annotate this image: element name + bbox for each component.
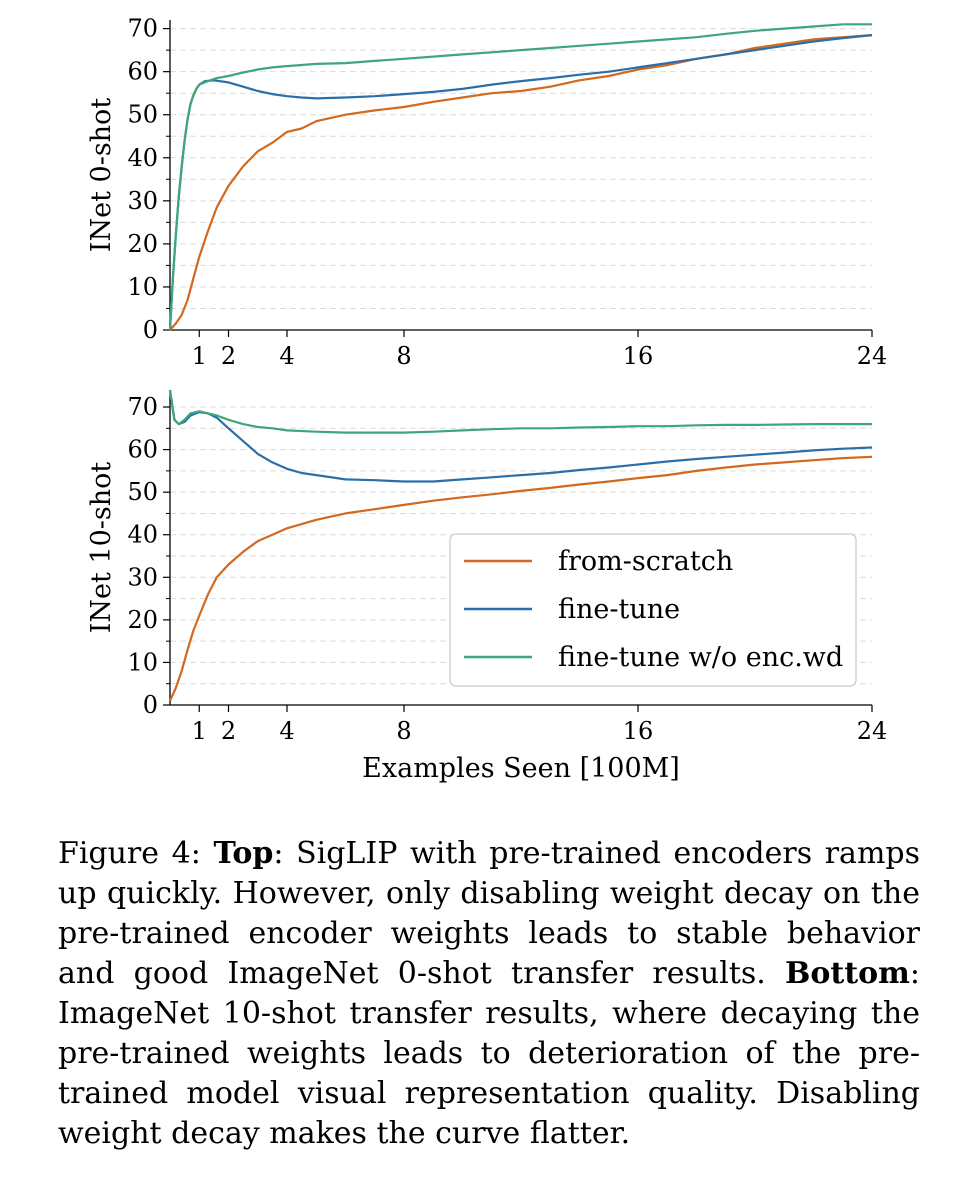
caption-top-text: : SigLIP with pre-trained encoders ramps… — [58, 836, 920, 991]
bottom-xtick-label: 1 — [192, 717, 207, 745]
top-ytick-label: 70 — [127, 15, 158, 43]
bottom-series-fine-tune-w-o-enc-wd — [168, 389, 872, 434]
top-xtick-label: 1 — [192, 342, 207, 370]
bottom-xtick-label: 24 — [857, 717, 888, 745]
caption-bottom-text: : ImageNet 10-shot transfer results, whe… — [58, 956, 920, 1151]
top-ytick-label: 30 — [127, 187, 158, 215]
bottom-ytick-label: 20 — [127, 606, 158, 634]
top-series-fine-tune-w-o-enc-wd — [168, 23, 872, 331]
bottom-xtick-label: 2 — [221, 717, 236, 745]
legend-box — [449, 533, 857, 687]
bottom-ytick-label: 30 — [127, 563, 158, 591]
top-xtick-label: 4 — [279, 342, 294, 370]
bottom-xtick-label: 8 — [396, 717, 411, 745]
top-xtick-label: 16 — [623, 342, 654, 370]
top-ytick-label: 20 — [127, 230, 158, 258]
caption-top-bold: Top — [213, 836, 274, 871]
top-ytick-label: 40 — [127, 144, 158, 172]
bottom-series-from-scratch — [168, 455, 873, 702]
figure-caption: Figure 4: Top: SigLIP with pre-trained e… — [58, 834, 920, 1154]
top-xtick-label: 24 — [857, 342, 888, 370]
legend-label-from-scratch: from-scratch — [558, 546, 733, 577]
legend: from-scratch fine-tune fine-tune w/o enc.w… — [449, 533, 857, 687]
bottom-xlabel: Examples Seen [100M] — [362, 753, 680, 784]
bottom-xtick-label: 4 — [279, 717, 294, 745]
top-series-fine-tune — [168, 34, 873, 331]
bottom-xtick-label: 16 — [623, 717, 654, 745]
top-series-from-scratch — [169, 34, 873, 331]
bottom-ylabel: INet 10-shot — [86, 462, 117, 634]
top-ytick-label: 60 — [127, 58, 158, 86]
top-ytick-label: 50 — [127, 101, 158, 129]
caption-bottom-bold: Bottom — [785, 956, 910, 991]
top-xtick-label: 2 — [221, 342, 236, 370]
caption-label: Figure 4: — [58, 836, 201, 871]
bottom-series-fine-tune — [168, 389, 873, 483]
legend-label-fine-tune: fine-tune — [558, 594, 680, 625]
bottom-ytick-label: 70 — [127, 393, 158, 421]
top-ytick-label: 0 — [143, 316, 158, 344]
top-xtick-label: 8 — [396, 342, 411, 370]
bottom-ytick-label: 40 — [127, 521, 158, 549]
bottom-ytick-label: 10 — [127, 648, 158, 676]
top-ytick-label: 10 — [127, 273, 158, 301]
top-ylabel: INet 0-shot — [86, 98, 117, 253]
bottom-ytick-label: 60 — [127, 436, 158, 464]
bottom-ytick-label: 0 — [143, 691, 158, 719]
legend-label-fine-tune-w-o-enc-wd: fine-tune w/o enc.wd — [558, 642, 843, 673]
bottom-ytick-label: 50 — [127, 478, 158, 506]
